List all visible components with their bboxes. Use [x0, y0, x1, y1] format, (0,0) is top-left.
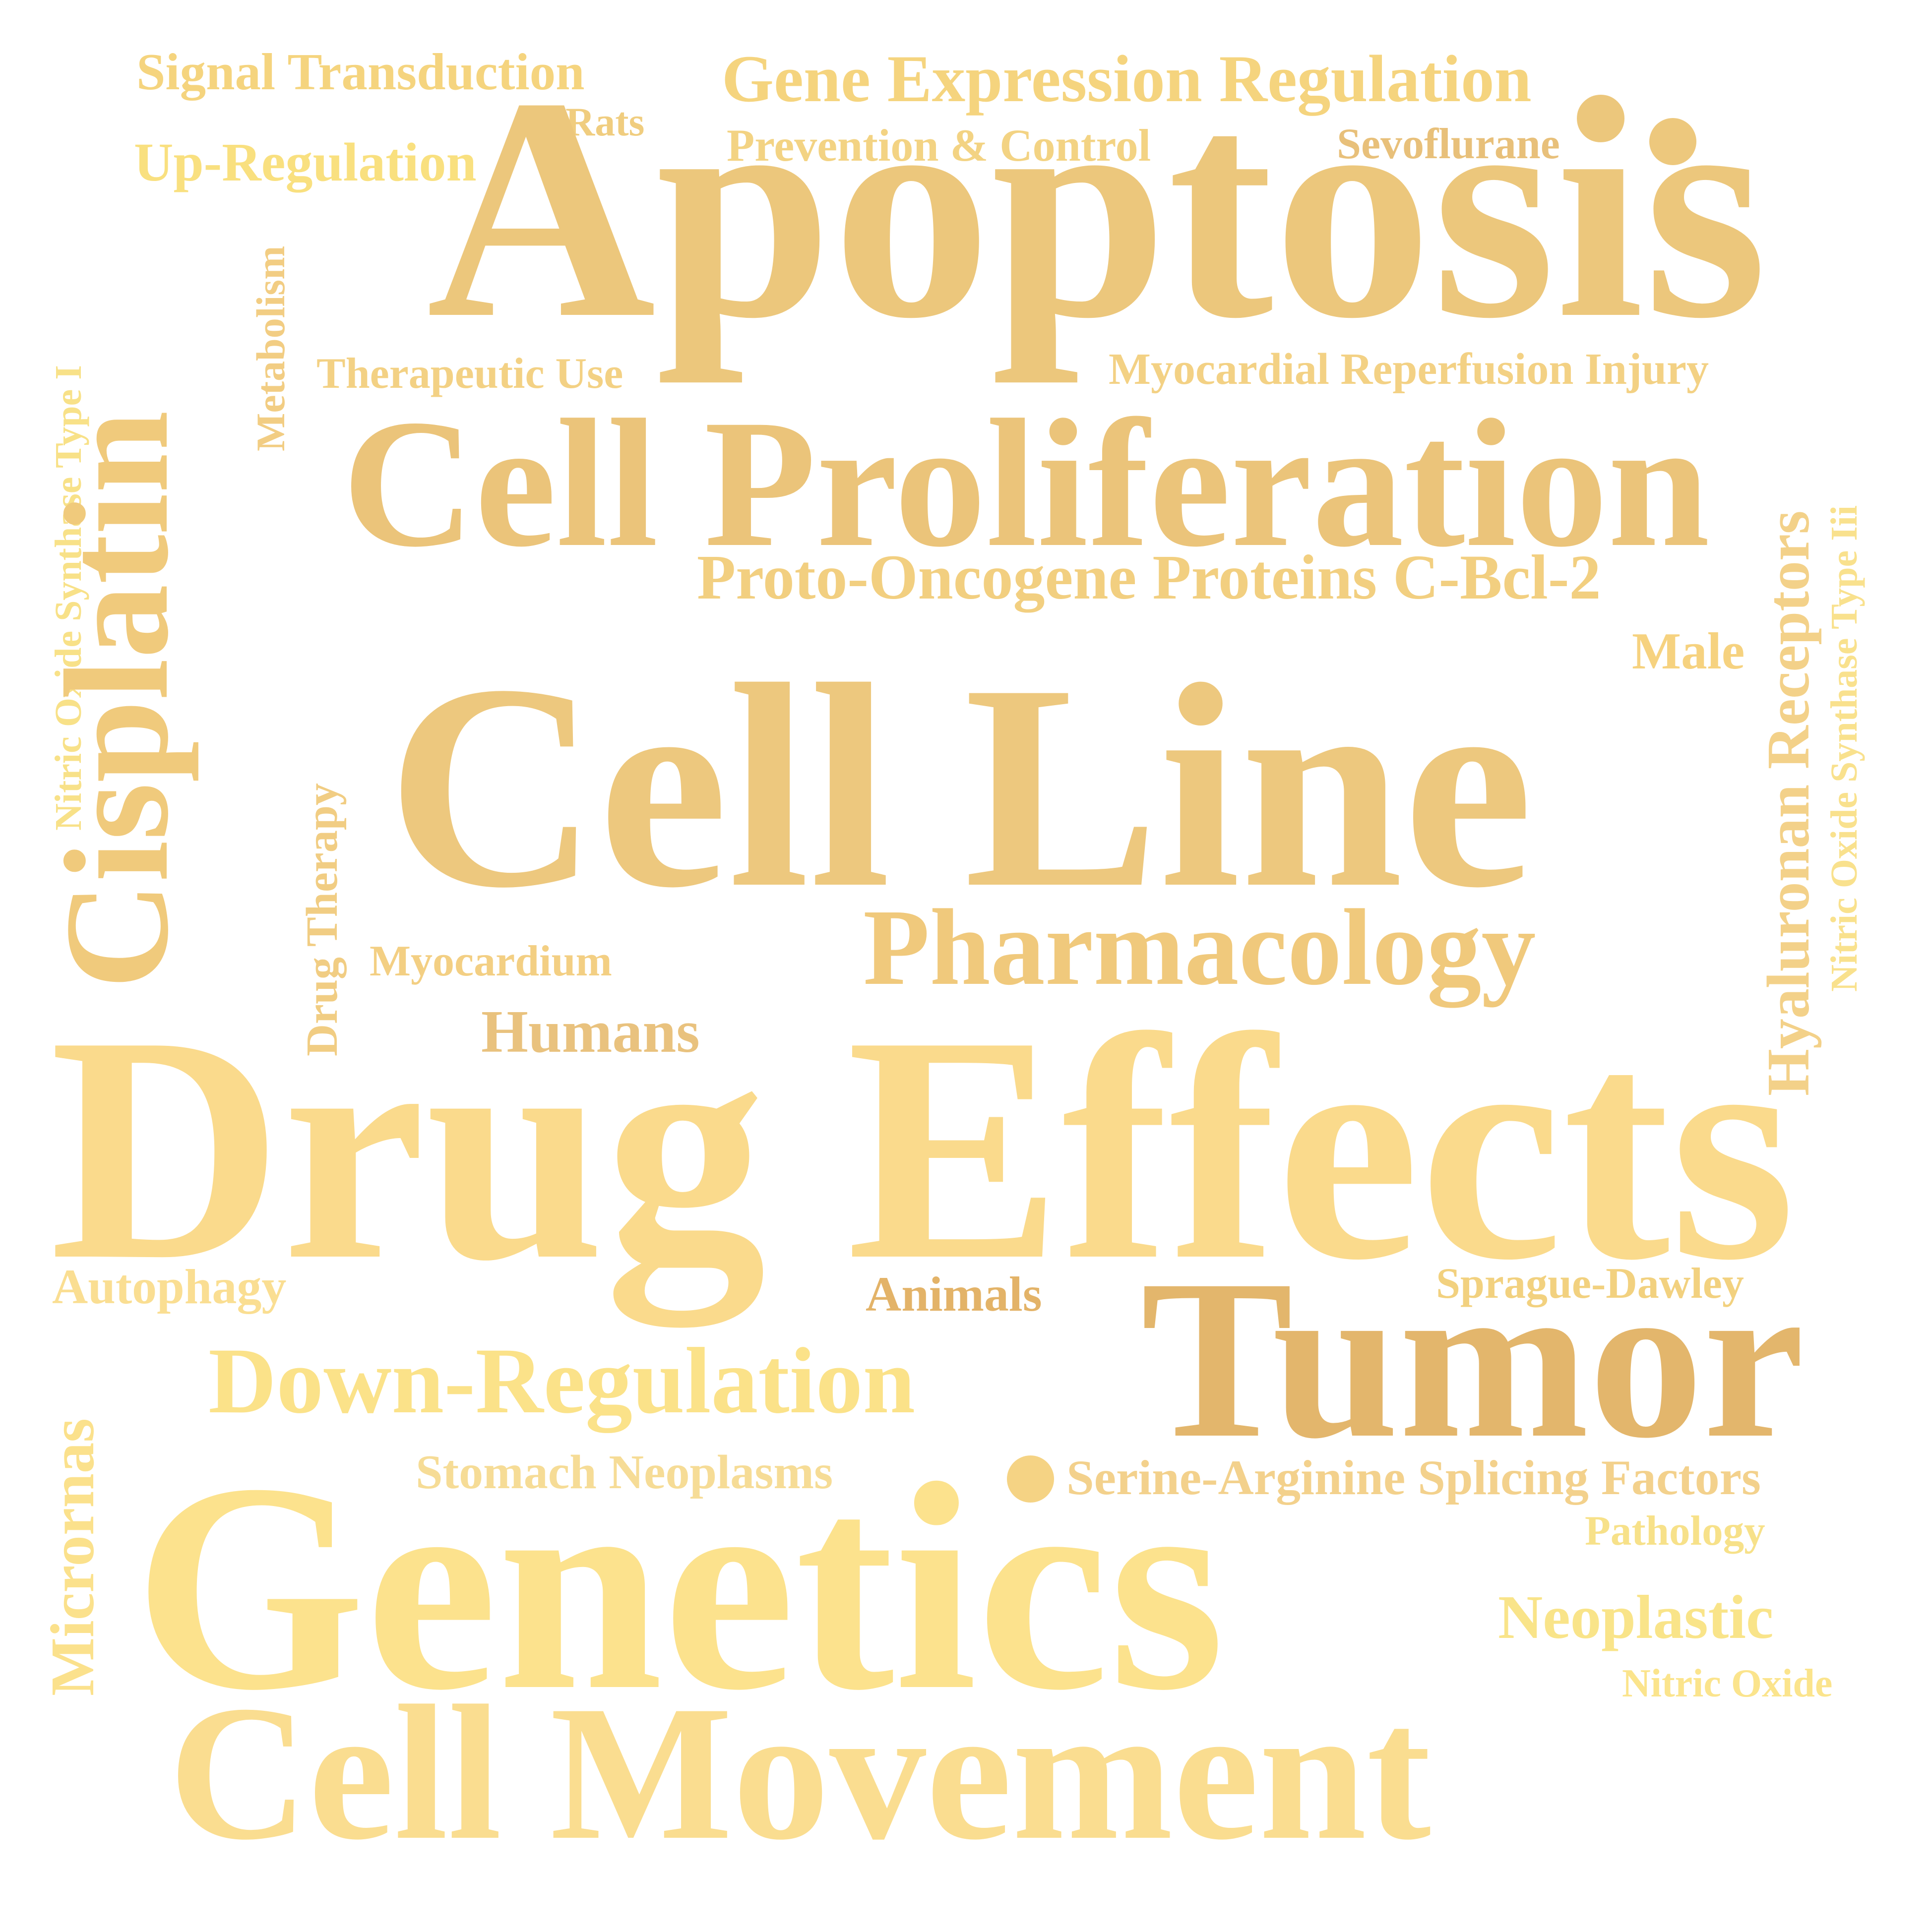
word-micrornas: Micrornas [39, 1418, 107, 1696]
word-rats: Rats [565, 99, 645, 144]
word-myocardium: Myocardium [370, 937, 612, 985]
word-genetics: Genetics [134, 1422, 1225, 1751]
word-receptors: Receptors [1755, 510, 1822, 770]
word-apoptosis: Apoptosis [427, 33, 1768, 384]
word-male: Male [1632, 622, 1745, 680]
word-nitric-oxide-synthase-type-iii: Nitric Oxide Synthase Type Iii [1823, 505, 1865, 992]
word-prevention-control: Prevention & Control [727, 120, 1151, 171]
genetics-i-dot [1007, 1455, 1054, 1503]
word-pathology: Pathology [1585, 1508, 1765, 1554]
word-metabolism: Metabolism [248, 245, 293, 451]
word-cell-movement: Cell Movement [169, 1666, 1431, 1880]
word-sprague-dawley: Sprague-Dawley [1436, 1260, 1744, 1308]
word-down-regulation: Down-Regulation [208, 1329, 916, 1433]
word-gene-expression-regulation: Gene Expression Regulation [722, 42, 1532, 116]
word-stomach-neoplasms: Stomach Neoplasms [416, 1446, 833, 1499]
apoptosis-i-dot [1649, 118, 1696, 165]
word-pharmacology: Pharmacology [863, 887, 1536, 1008]
word-drug-effects: Drug Effects [50, 969, 1796, 1327]
word-cell-proliferation: Cell Proliferation [342, 382, 1710, 585]
word-tumor: Tumor [1141, 1232, 1805, 1485]
word-nitric-oxide: Nitric Oxide [1622, 1662, 1833, 1705]
word-cisplatin: Cisplatin [34, 410, 199, 989]
word-proto-oncogene-proteins: Proto-Oncogene Proteins C-Bcl-2 [697, 542, 1601, 612]
word-neoplastic: Neoplastic [1498, 1583, 1774, 1652]
word-sevoflurane: Sevoflurane [1337, 120, 1560, 168]
word-up-regulation: Up-Regulation [134, 132, 477, 192]
word-therapeutic-use: Therapeutic Use [316, 350, 623, 398]
word-animals: Animals [866, 1267, 1042, 1322]
word-myocardial-reperfusion-injury: Myocardial Reperfusion Injury [1109, 345, 1709, 394]
word-signal-transduction: Signal Transduction [136, 43, 585, 101]
word-cell-line: Cell Line [387, 624, 1533, 948]
word-autophagy: Autophagy [52, 1259, 287, 1314]
word-humans: Humans [481, 998, 700, 1065]
word-serine-arginine-splicing-factors: Serine-Arginine Splicing Factors [1066, 1450, 1761, 1505]
